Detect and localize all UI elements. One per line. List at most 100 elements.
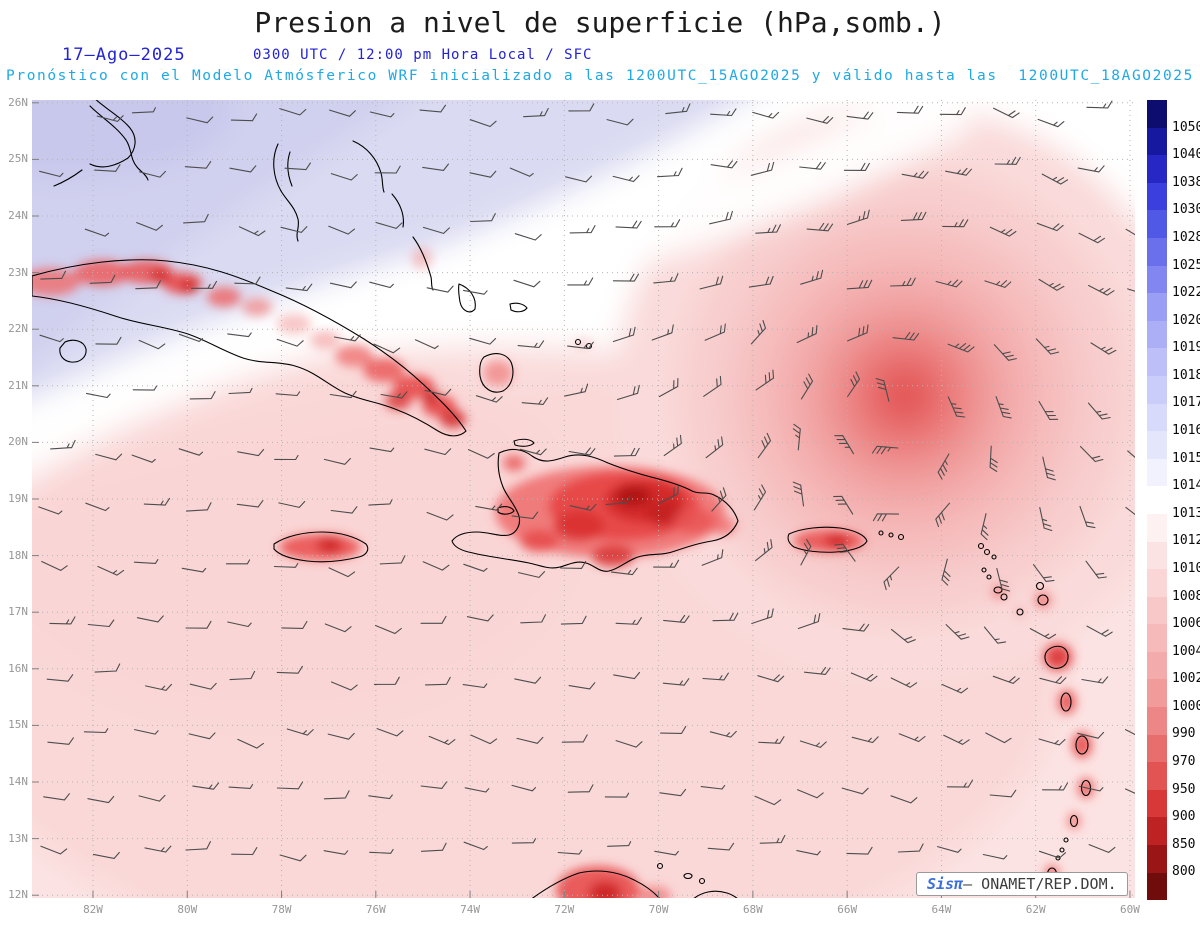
wind-barb: [41, 560, 68, 571]
wind-barb: [83, 728, 109, 734]
wind-barb: [833, 495, 854, 515]
colorbar-label: 1022: [1172, 285, 1200, 301]
lat-label: 16N: [8, 661, 28, 675]
coast-grenadines-1: [1063, 837, 1069, 843]
wind-barb: [285, 283, 313, 292]
wind-barb: [792, 481, 805, 507]
wind-barb: [189, 682, 217, 690]
wind-barb: [605, 495, 631, 506]
lat-label: 15N: [8, 718, 28, 732]
wind-barb: [1037, 118, 1065, 128]
wind-barb: [843, 162, 870, 171]
wind-barb: [658, 378, 679, 398]
colorbar-cell: [1147, 431, 1167, 459]
wind-barb: [470, 213, 496, 223]
wind-barb: [1078, 785, 1104, 792]
wind-barb: [132, 385, 158, 391]
wind-barb: [941, 558, 951, 586]
coast-hispaniola: [451, 448, 739, 572]
lon-label: 66W: [837, 903, 858, 916]
wind-barb: [847, 371, 861, 398]
coast-florida-keys: [53, 100, 136, 187]
wind-barb: [800, 539, 812, 566]
wind-barb: [40, 270, 67, 280]
wind-barb: [750, 320, 767, 345]
wind-barb: [943, 734, 970, 745]
lon-label: 78W: [271, 903, 292, 916]
wind-barb: [276, 338, 304, 347]
wind-barb: [702, 672, 729, 681]
wind-barb: [709, 210, 733, 225]
wind-barb: [97, 565, 125, 576]
wind-barb: [40, 845, 68, 855]
wind-barb: [136, 222, 163, 231]
colorbar-label: 1008: [1172, 588, 1200, 604]
coast-curacao: [683, 872, 693, 880]
wind-barb: [1127, 288, 1135, 292]
wind-barb: [658, 485, 679, 504]
colorbar-cell: [1147, 817, 1167, 846]
coast-st-martin: [983, 548, 991, 556]
lon-label: 60W: [1120, 903, 1140, 916]
colorbar-cell: [1147, 845, 1167, 873]
colorbar-cell: [1147, 210, 1167, 238]
colorbar-cell: [1147, 541, 1167, 570]
wind-barb: [469, 337, 497, 345]
lon-label: 68W: [742, 903, 763, 916]
wind-barb: [872, 513, 900, 522]
wind-barb: [189, 391, 216, 400]
wind-barb: [374, 624, 402, 635]
wind-barb: [279, 854, 307, 862]
wind-barb: [616, 384, 640, 401]
wind-barb: [463, 563, 488, 572]
colorbar-label: 1025: [1172, 257, 1200, 273]
pressure-shading: [32, 100, 1135, 898]
colorbar-label: 1016: [1172, 423, 1200, 439]
wind-barb: [1124, 788, 1135, 794]
wind-barb: [278, 500, 306, 508]
wind-barb: [466, 614, 494, 622]
colorbar-cell: [1147, 569, 1167, 597]
wind-barb: [992, 675, 1020, 684]
wind-barb: [520, 614, 547, 624]
coast-bonaire: [698, 877, 706, 885]
colorbar-label: 1015: [1172, 450, 1200, 466]
wind-barb: [1039, 507, 1053, 532]
colorbar-label: 1018: [1172, 367, 1200, 383]
wind-barb: [615, 220, 642, 229]
wind-barb: [523, 107, 549, 118]
coast-grenadines-2: [1059, 847, 1065, 853]
wind-barb: [796, 325, 818, 344]
lon-label: 82W: [83, 903, 103, 916]
colorbar-label: 1017: [1172, 395, 1200, 411]
wind-barb: [712, 612, 739, 622]
lat-label: 24N: [8, 209, 28, 222]
wind-barb: [800, 269, 824, 285]
lat-label: 19N: [8, 492, 28, 505]
colorbar-cell: [1147, 596, 1167, 625]
wind-barb: [39, 170, 64, 178]
wind-barb: [375, 221, 403, 229]
colorbar-label: 950: [1172, 781, 1196, 797]
coast-bahamas-long-island: [412, 236, 434, 291]
wind-barb: [710, 108, 737, 117]
colorbar-label: 1012: [1172, 533, 1200, 549]
wind-barb: [373, 676, 400, 685]
colorbar-cell: [1147, 155, 1167, 183]
wind-barb: [796, 850, 821, 856]
colorbar-label: 1000: [1172, 698, 1200, 714]
colorbar-label: 850: [1172, 836, 1196, 852]
wind-barb: [834, 435, 855, 455]
lon-label: 64W: [931, 903, 952, 916]
wind-barb: [46, 674, 74, 682]
wind-barb: [234, 276, 261, 285]
coast-montserrat: [1016, 608, 1024, 616]
wind-barb: [1087, 402, 1111, 420]
wind-barb: [329, 390, 357, 399]
lat-label: 12N: [8, 888, 28, 902]
wind-barb: [330, 681, 358, 691]
coast-turks-1: [574, 338, 582, 346]
wind-barb: [612, 175, 640, 183]
wind-barb: [376, 728, 404, 737]
coast-paraguana: [693, 890, 738, 898]
